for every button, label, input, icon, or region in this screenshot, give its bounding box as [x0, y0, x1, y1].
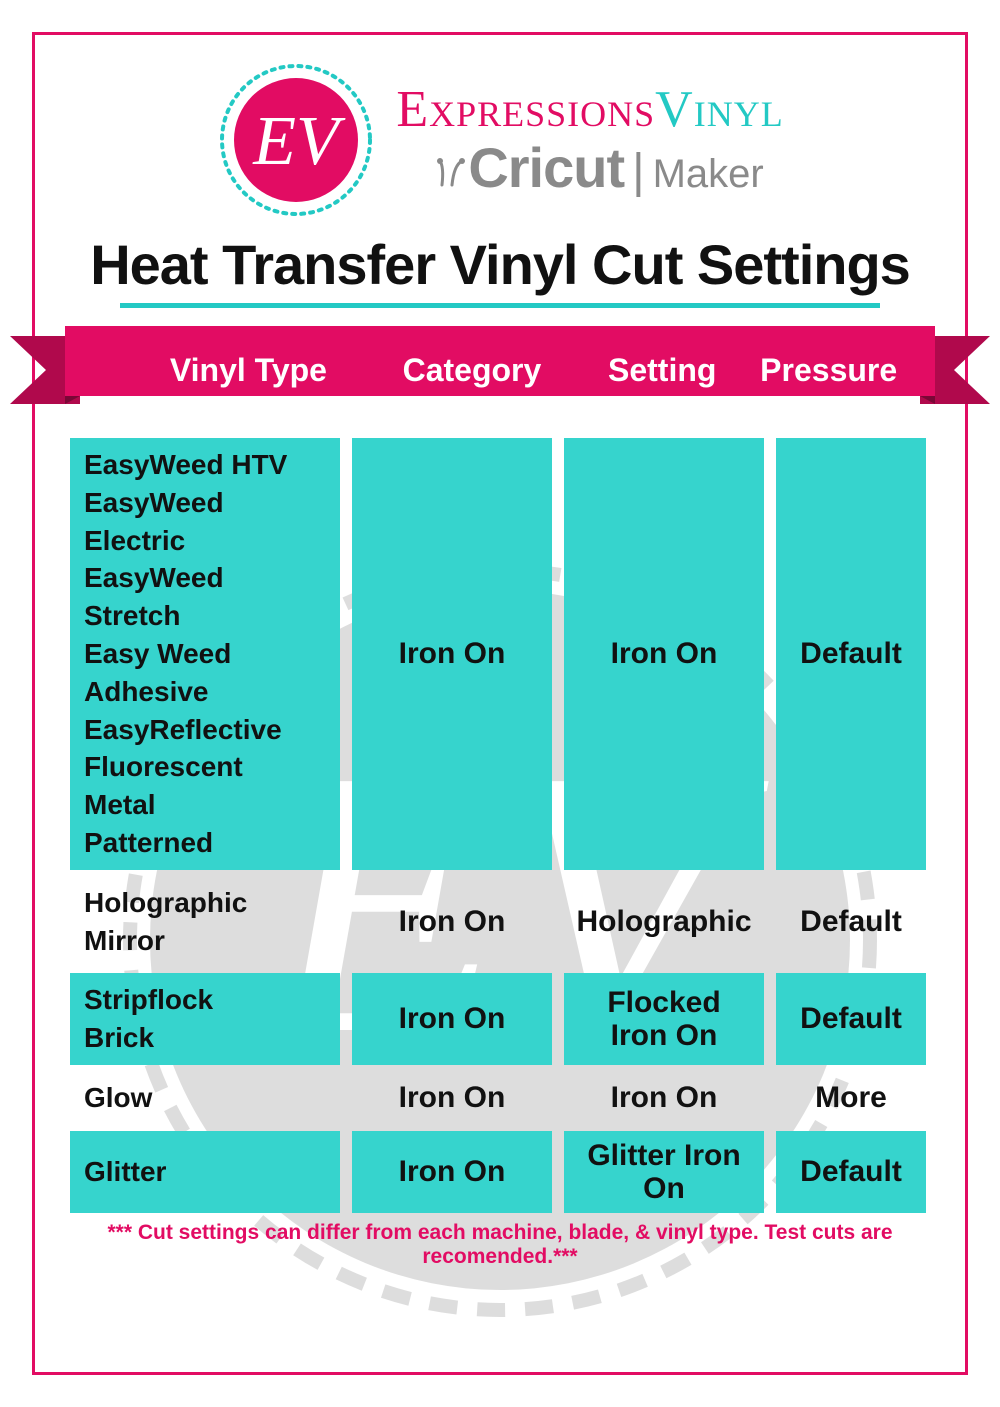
vinyl-type-item: Glow [84, 1079, 152, 1117]
cell-types: Glitter [70, 1131, 340, 1213]
cell-setting: Flocked Iron On [564, 973, 764, 1065]
table-row: GlowIron OnIron OnMore [70, 1071, 930, 1125]
col-header-pressure: Pressure [757, 352, 900, 389]
cell-pressure: Default [776, 1131, 926, 1213]
cell-category: Iron On [352, 973, 552, 1065]
ev-badge-icon: EV [216, 60, 376, 220]
cell-category: Iron On [352, 438, 552, 870]
col-header-setting: Setting [567, 352, 757, 389]
table-row: EasyWeed HTVEasyWeed ElectricEasyWeed St… [70, 438, 930, 870]
cell-types: Glow [70, 1071, 340, 1125]
cell-types: StripflockBrick [70, 973, 340, 1065]
col-header-category: Category [377, 352, 567, 389]
cell-category: Iron On [352, 1071, 552, 1125]
footnote: *** Cut settings can differ from each ma… [70, 1221, 930, 1269]
col-header-type: Vinyl Type [120, 352, 377, 389]
svg-text:EV: EV [253, 103, 347, 180]
cell-types: EasyWeed HTVEasyWeed ElectricEasyWeed St… [70, 438, 340, 870]
sub-brand: Cricut [468, 135, 624, 200]
vinyl-type-item: Easy Weed Adhesive [84, 635, 326, 711]
sub-brand-row: Cricut | Maker [436, 135, 783, 200]
vinyl-type-item: Patterned [84, 824, 213, 862]
title-underline [120, 303, 880, 308]
logo-row: EV ExpressionsVinyl Cricut | Maker [70, 60, 930, 220]
cell-pressure: Default [776, 973, 926, 1065]
table-row: StripflockBrickIron OnFlocked Iron OnDef… [70, 973, 930, 1065]
vinyl-type-item: EasyReflective [84, 711, 282, 749]
vinyl-type-item: Fluorescent [84, 748, 243, 786]
table-row: HolographicMirrorIron OnHolographicDefau… [70, 876, 930, 968]
cell-pressure: Default [776, 438, 926, 870]
brand-part2: Vinyl [655, 81, 784, 138]
sub-divider: | [632, 144, 644, 199]
cell-category: Iron On [352, 1131, 552, 1213]
vinyl-type-item: Mirror [84, 922, 165, 960]
brand-name: ExpressionsVinyl [396, 80, 783, 139]
sub-model: Maker [653, 152, 764, 197]
header-ribbon: Vinyl Type Category Setting Pressure [10, 326, 990, 414]
settings-table: EasyWeed HTVEasyWeed ElectricEasyWeed St… [70, 438, 930, 1213]
vinyl-type-item: Brick [84, 1019, 154, 1057]
table-row: Glitter Iron OnGlitter Iron OnDefault [70, 1131, 930, 1213]
vinyl-type-item: Holographic [84, 884, 247, 922]
vinyl-type-item: EasyWeed Stretch [84, 559, 326, 635]
cell-setting: Iron On [564, 438, 764, 870]
cell-setting: Glitter Iron On [564, 1131, 764, 1213]
vinyl-type-item: EasyWeed Electric [84, 484, 326, 560]
cell-setting: Iron On [564, 1071, 764, 1125]
vinyl-type-item: Metal [84, 786, 156, 824]
cell-types: HolographicMirror [70, 876, 340, 968]
cell-pressure: More [776, 1071, 926, 1125]
cricut-antenna-icon [436, 157, 466, 187]
cell-category: Iron On [352, 876, 552, 968]
page-title: Heat Transfer Vinyl Cut Settings [70, 232, 930, 297]
brand-part1: Expressions [396, 81, 655, 138]
brand-text: ExpressionsVinyl Cricut | Maker [396, 80, 783, 200]
cell-setting: Holographic [564, 876, 764, 968]
vinyl-type-item: EasyWeed HTV [84, 446, 287, 484]
cell-pressure: Default [776, 876, 926, 968]
vinyl-type-item: Stripflock [84, 981, 213, 1019]
vinyl-type-item: Glitter [84, 1153, 166, 1191]
